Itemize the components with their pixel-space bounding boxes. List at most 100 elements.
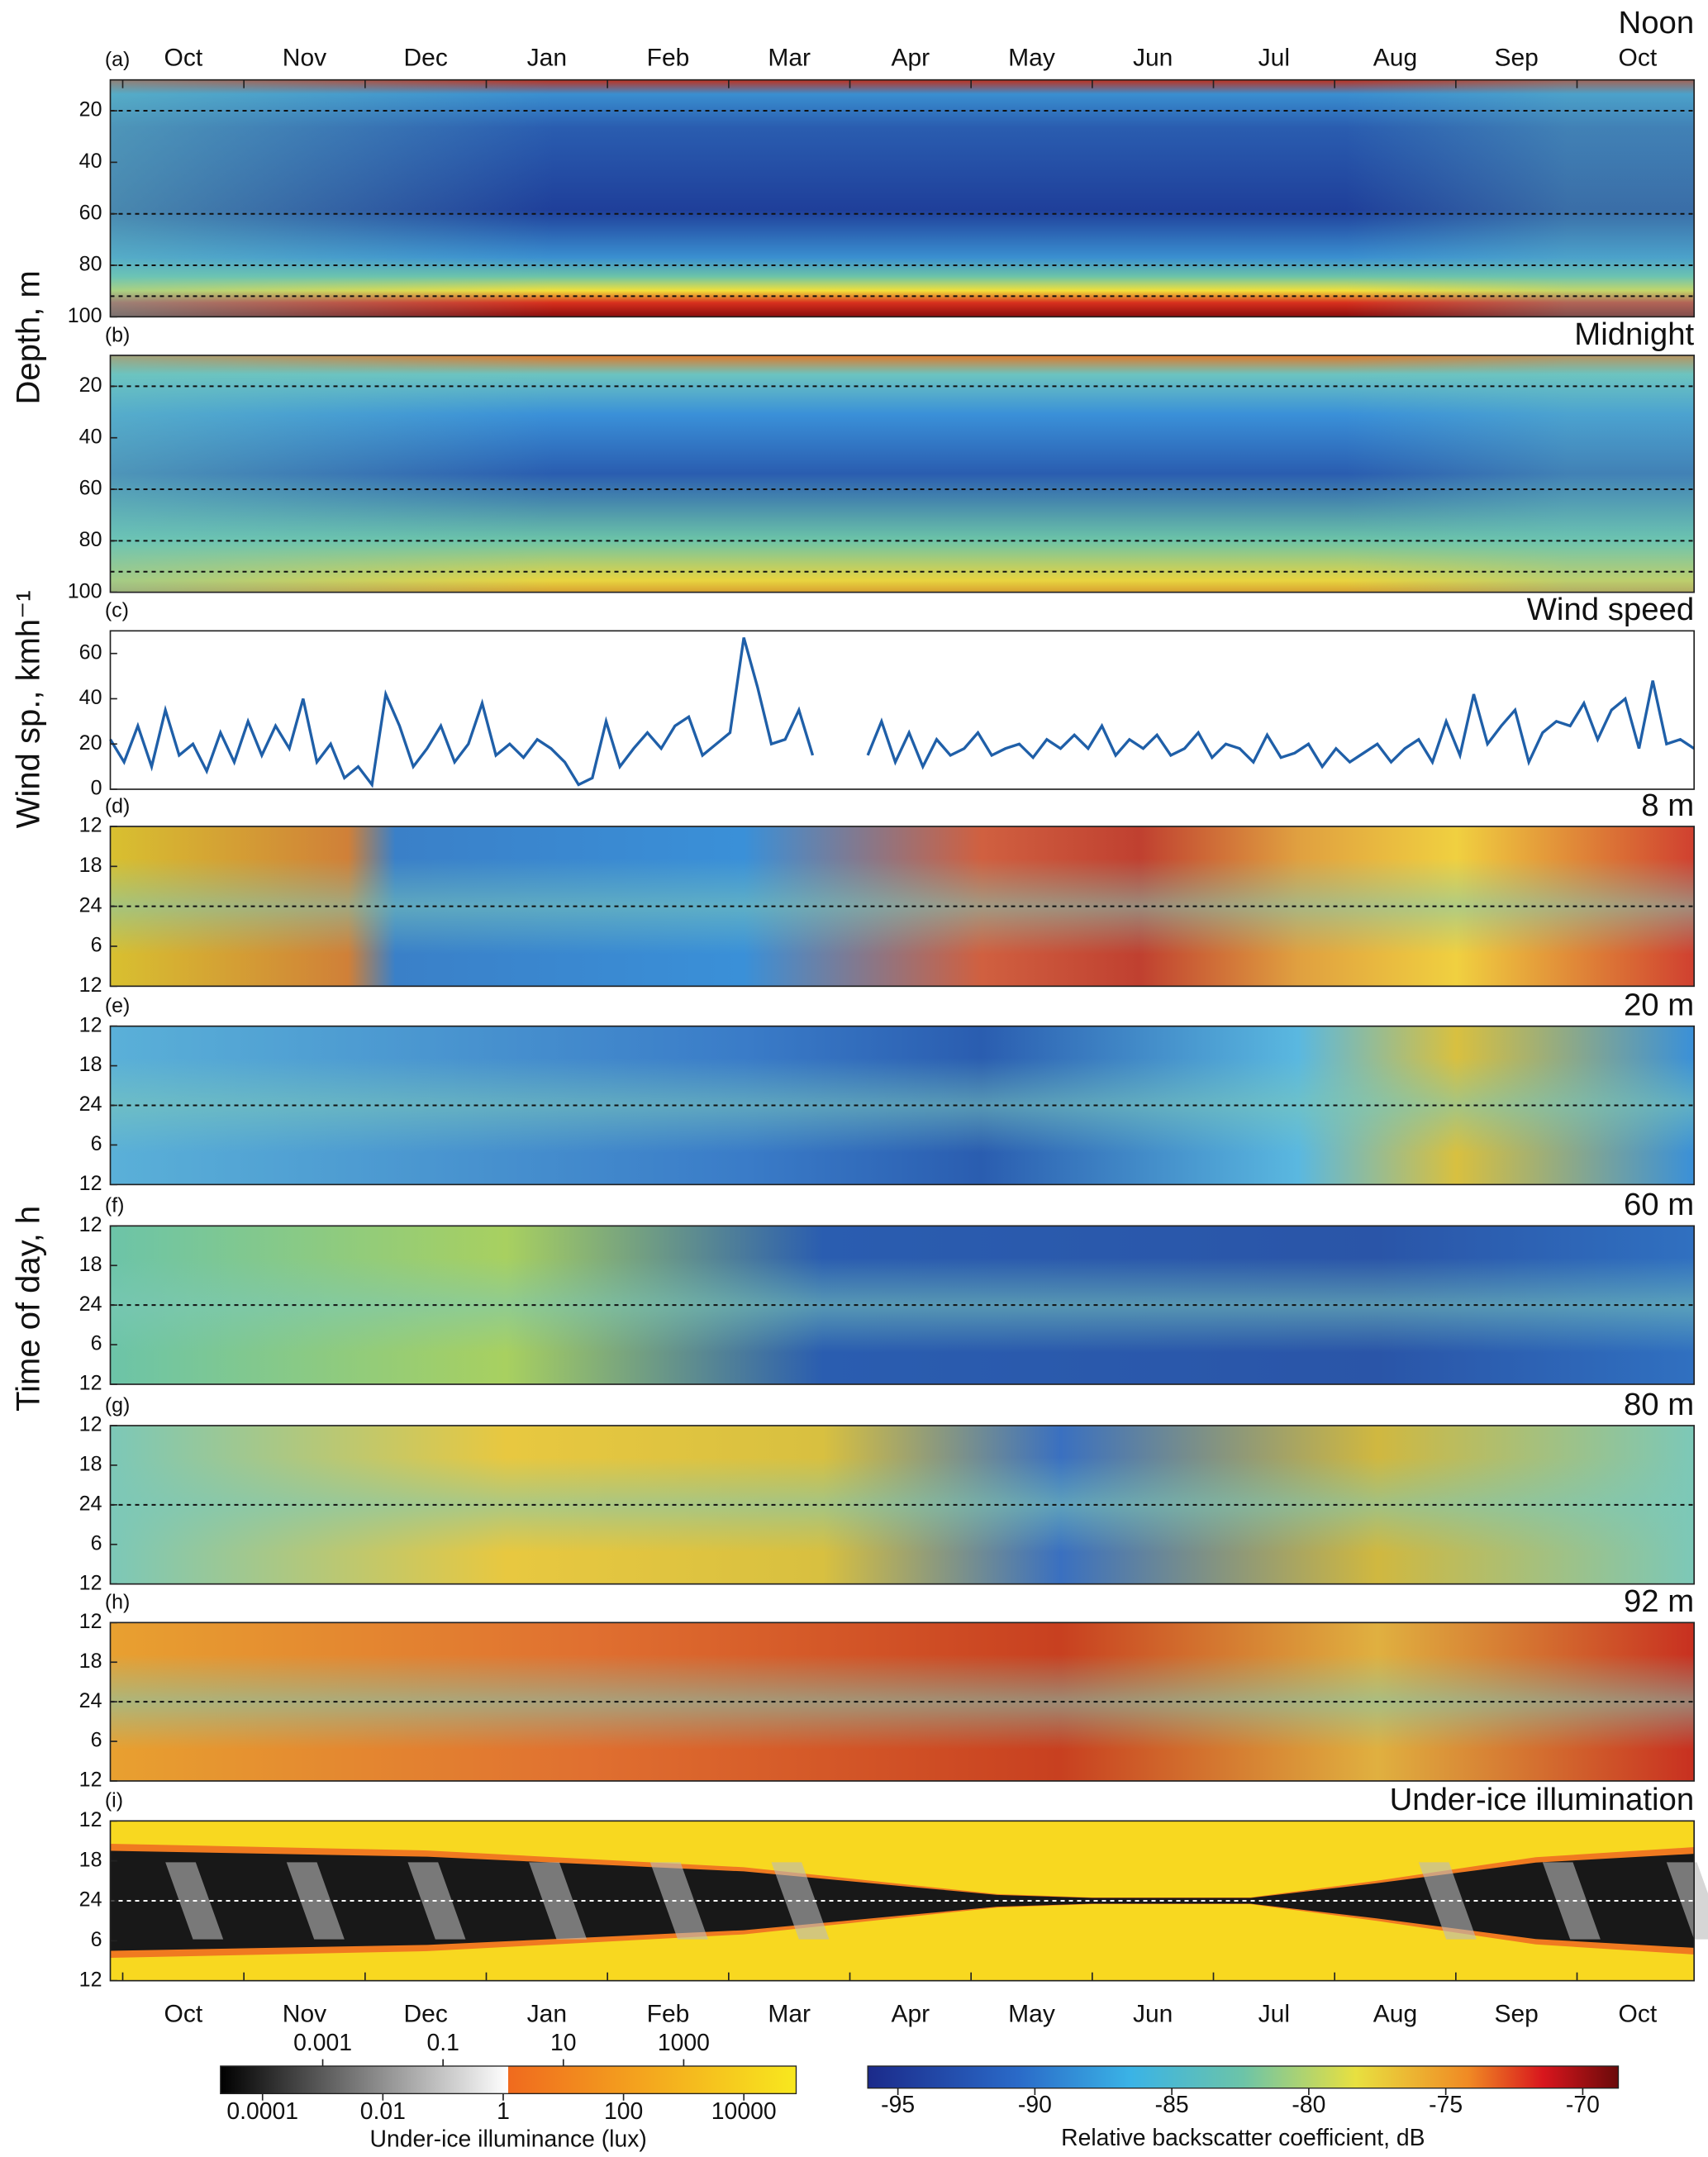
panel-label: (e): [105, 994, 131, 1017]
panel-title: 20 m: [1624, 987, 1694, 1022]
month-label: Dec: [403, 45, 447, 72]
y-tick-label: 80: [79, 528, 102, 551]
y-tick-label: 12: [79, 1213, 102, 1236]
month-label: Oct: [164, 45, 202, 72]
month-label: Jan: [527, 2000, 567, 2027]
y-tick-label: 24: [79, 1492, 102, 1515]
month-label: Jun: [1133, 2000, 1173, 2027]
y-tick-label: 12: [79, 1413, 102, 1436]
panel-label: (h): [105, 1591, 131, 1614]
y-tick-label: 12: [79, 1172, 102, 1195]
panel-title: Wind speed: [1527, 592, 1694, 627]
panel-title: Midnight: [1574, 317, 1694, 352]
y-tick-label: 12: [79, 1968, 102, 1991]
month-label: May: [1008, 2000, 1055, 2027]
illumination-dark: [110, 1850, 1695, 1951]
heatmap-overlay: [110, 1226, 1695, 1384]
y-tick-label: 12: [79, 1808, 102, 1831]
colorbar-tick-label: 0.001: [293, 2030, 352, 2056]
colorbar-tick-label: -75: [1429, 2092, 1463, 2118]
panel-label: (a): [105, 48, 131, 71]
colorbar-tick-label: 0.01: [360, 2098, 406, 2125]
y-tick-label: 18: [79, 1053, 102, 1076]
colorbar-tick-label: 0.0001: [226, 2098, 298, 2125]
month-label: Oct: [1618, 2000, 1657, 2027]
y-tick-label: 18: [79, 1650, 102, 1673]
y-tick-label: 12: [79, 1769, 102, 1792]
heatmap-overlay: [110, 1026, 1695, 1185]
y-tick-label: 6: [91, 1729, 102, 1752]
month-label: Mar: [768, 2000, 811, 2027]
y-tick-label: 40: [79, 150, 102, 173]
panel-title: Under-ice illumination: [1390, 1782, 1695, 1817]
y-tick-label: 60: [79, 477, 102, 500]
month-label: Feb: [647, 2000, 690, 2027]
y-tick-label: 12: [79, 974, 102, 997]
colorbar-tick-label: -90: [1018, 2092, 1052, 2118]
y-tick-label: 12: [79, 1372, 102, 1395]
panel-title: 60 m: [1624, 1187, 1694, 1222]
y-tick-label: 24: [79, 1888, 102, 1912]
y-tick-label: 12: [79, 1610, 102, 1633]
panel-title: 8 m: [1641, 788, 1694, 823]
month-label: Mar: [768, 45, 811, 72]
y-tick-label: 6: [91, 1332, 102, 1355]
colorbar-tick-label: -85: [1155, 2092, 1189, 2118]
y-tick-label: 6: [91, 934, 102, 957]
colorbar-tick-label: 100: [604, 2098, 643, 2125]
panel-title: 80 m: [1624, 1387, 1694, 1422]
y-axis-label: Wind sp., kmh⁻¹: [10, 590, 46, 828]
month-label: Jun: [1133, 45, 1173, 72]
y-tick-label: 24: [79, 1293, 102, 1316]
y-tick-label: 12: [79, 814, 102, 837]
colorbar-tick-label: 1: [497, 2098, 510, 2125]
colorbar-illuminance: [220, 2065, 797, 2095]
colorbar-tick-label: 10000: [711, 2098, 777, 2125]
y-tick-label: 18: [79, 854, 102, 877]
y-tick-label: 6: [91, 1928, 102, 1951]
colorbar-tick-label: 10: [550, 2030, 577, 2056]
y-tick-label: 20: [79, 374, 102, 397]
y-tick-label: 18: [79, 1453, 102, 1476]
month-label: Jul: [1258, 45, 1290, 72]
y-axis-label: Time of day, h: [10, 1206, 46, 1412]
panel-label: (b): [105, 323, 131, 346]
wind-line: [109, 637, 1696, 788]
y-tick-label: 12: [79, 1571, 102, 1594]
colorbar-tick-label: 0.1: [426, 2030, 459, 2056]
y-tick-label: 40: [79, 425, 102, 448]
y-tick-label: 60: [79, 640, 102, 664]
y-tick-label: 24: [79, 1689, 102, 1712]
y-tick-label: 24: [79, 1093, 102, 1116]
month-label: Dec: [403, 2000, 447, 2027]
panel-label: (c): [105, 599, 129, 622]
colorbar-tick-label: 1000: [658, 2030, 710, 2056]
heatmap-overlay: [110, 355, 1695, 593]
y-tick-label: 18: [79, 1848, 102, 1871]
colorbar-tick-label: -70: [1566, 2092, 1600, 2118]
y-tick-label: 20: [79, 731, 102, 755]
y-tick-label: 100: [68, 304, 102, 327]
month-label: May: [1008, 45, 1055, 72]
panel-title: 92 m: [1624, 1583, 1694, 1619]
heatmap-overlay: [110, 826, 1695, 987]
month-label: Aug: [1373, 45, 1417, 72]
month-label: Jul: [1258, 2000, 1290, 2027]
month-label: Jan: [527, 45, 567, 72]
panel-label: (g): [105, 1393, 131, 1417]
month-label: Apr: [891, 45, 930, 72]
month-label: Aug: [1373, 2000, 1417, 2027]
colorbar-backscatter: [867, 2065, 1620, 2089]
illumination-stripe: [649, 1862, 708, 1940]
y-tick-label: 60: [79, 201, 102, 224]
panel-label: (i): [105, 1789, 123, 1812]
month-label: Oct: [1618, 45, 1657, 72]
colorbar-tick-label: -95: [881, 2092, 915, 2118]
y-tick-label: 6: [91, 1531, 102, 1555]
illumination-stripe: [1418, 1862, 1477, 1940]
panel-frame: [109, 79, 1695, 318]
illumination-stripe: [1666, 1862, 1708, 1940]
panel-title: Noon: [1619, 5, 1695, 40]
y-tick-label: 24: [79, 893, 102, 917]
